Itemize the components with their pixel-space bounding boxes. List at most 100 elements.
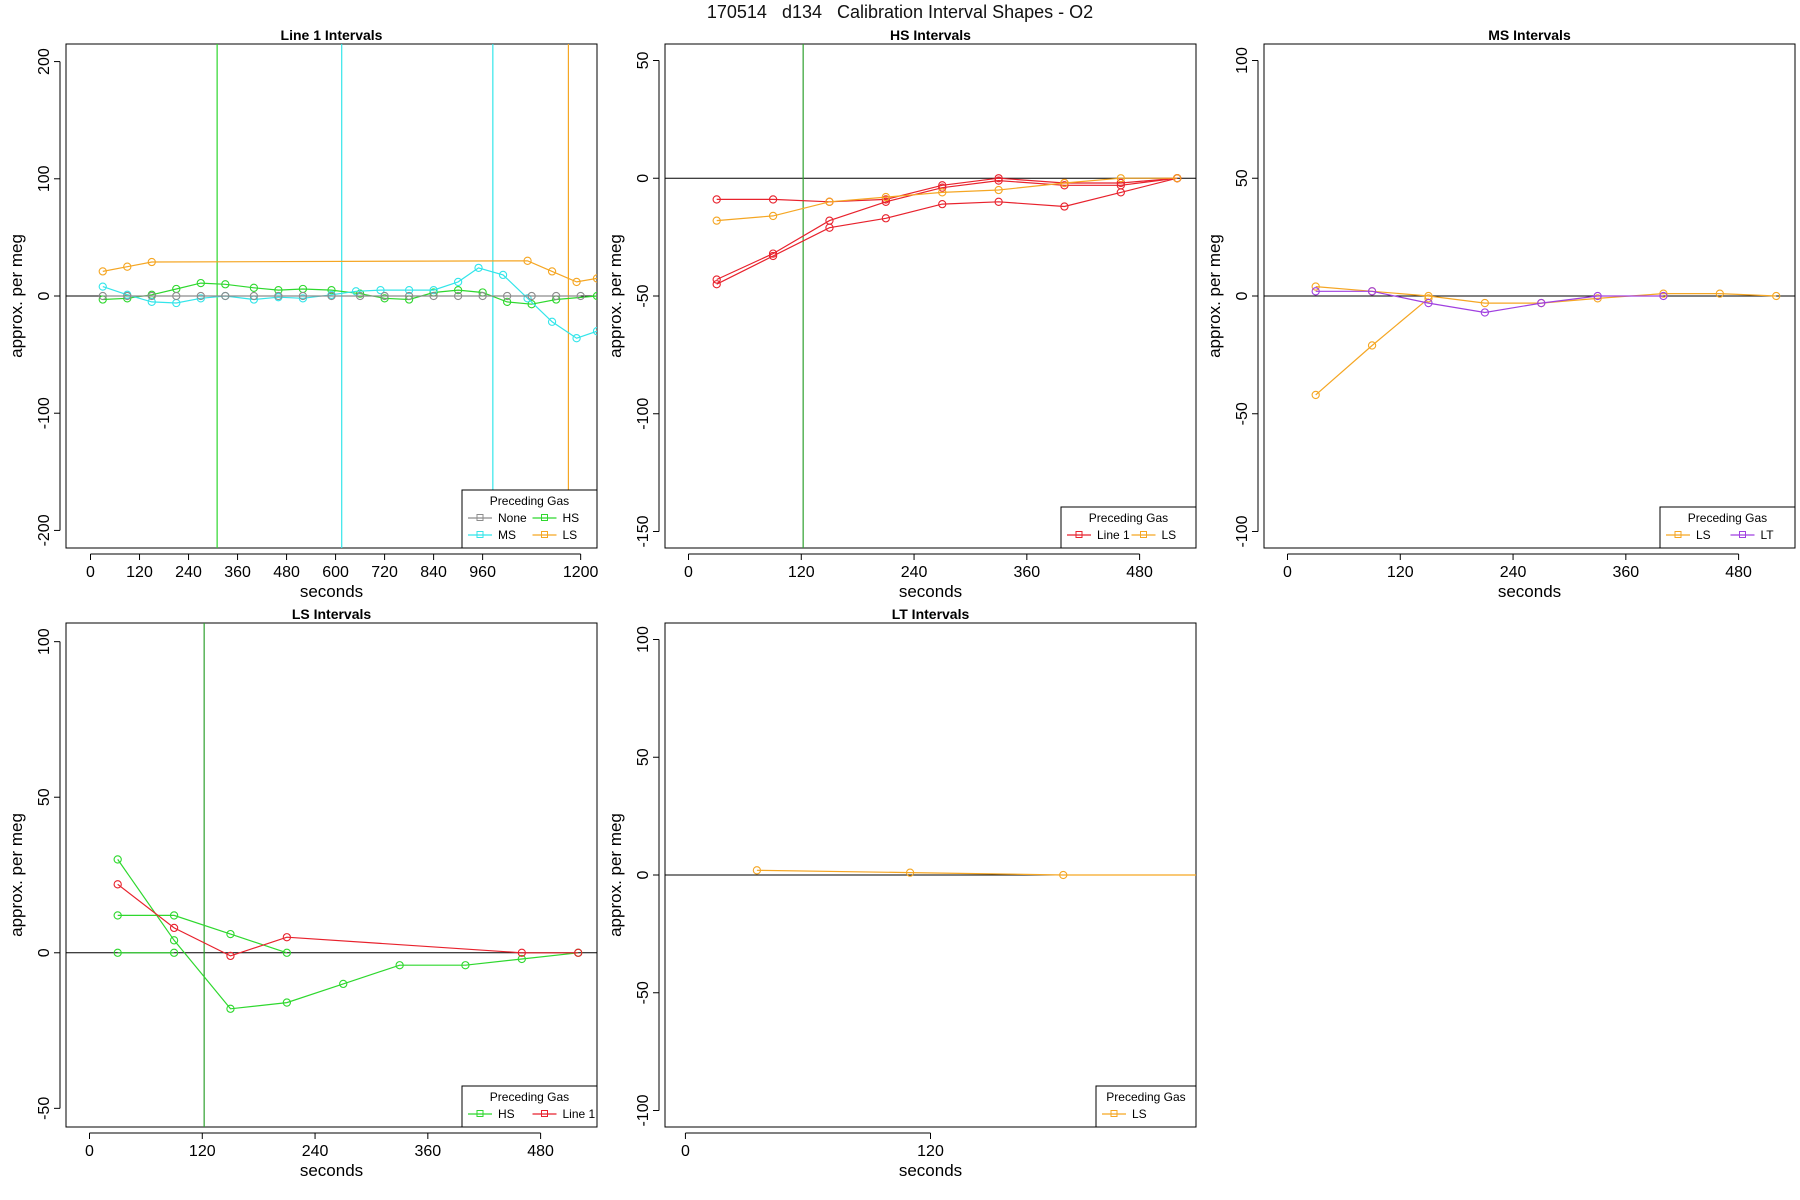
x-axis-label: seconds bbox=[899, 1161, 962, 1180]
data-point bbox=[1060, 202, 1069, 211]
y-tick-label: 0 bbox=[36, 948, 53, 957]
data-point bbox=[339, 979, 348, 989]
data-point bbox=[592, 274, 597, 283]
data-point bbox=[712, 195, 721, 204]
y-tick-label: -100 bbox=[635, 1094, 652, 1126]
data-point bbox=[429, 285, 438, 295]
y-tick-label: -50 bbox=[635, 284, 652, 307]
series-line bbox=[102, 282, 597, 305]
data-point bbox=[523, 256, 532, 265]
series-line bbox=[102, 260, 597, 283]
legend-swatch-marker bbox=[1739, 531, 1746, 538]
y-tick-label: 50 bbox=[635, 748, 652, 766]
x-tick-label: 600 bbox=[322, 564, 349, 581]
y-tick-label: 200 bbox=[36, 48, 53, 75]
x-tick-label: 360 bbox=[224, 564, 251, 581]
legend-swatch-marker bbox=[1140, 531, 1147, 538]
data-point bbox=[752, 866, 762, 875]
x-tick-label: 120 bbox=[1387, 564, 1414, 581]
y-tick-label: 100 bbox=[635, 626, 652, 653]
legend-title: Preceding Gas bbox=[1106, 1090, 1185, 1104]
data-point bbox=[1424, 298, 1433, 308]
data-point bbox=[1209, 871, 1216, 878]
data-point bbox=[547, 317, 557, 326]
legend-swatch-marker bbox=[541, 531, 548, 538]
series-line bbox=[756, 869, 1196, 876]
plot-area bbox=[1264, 282, 1795, 400]
x-tick-label: 840 bbox=[420, 564, 447, 581]
legend-entry: None bbox=[498, 511, 527, 525]
data-point bbox=[298, 291, 308, 301]
data-point bbox=[404, 291, 414, 301]
data-point bbox=[226, 929, 235, 939]
data-point bbox=[572, 334, 581, 343]
data-point bbox=[527, 291, 536, 301]
data-point bbox=[113, 855, 122, 864]
y-tick-label: 100 bbox=[36, 165, 53, 192]
panel-title: MS Intervals bbox=[1488, 27, 1571, 43]
legend-entry: MS bbox=[498, 528, 516, 542]
data-point bbox=[1659, 291, 1668, 301]
legend-entry: HS bbox=[563, 511, 580, 525]
y-tick-label: -100 bbox=[1234, 515, 1251, 547]
data-point bbox=[98, 267, 107, 276]
legend-box bbox=[461, 489, 598, 549]
y-tick-label: -50 bbox=[36, 1097, 53, 1120]
data-point bbox=[478, 291, 487, 301]
plot-frame bbox=[65, 622, 598, 1128]
x-axis-label: seconds bbox=[300, 1161, 363, 1180]
data-point bbox=[1311, 390, 1320, 400]
legend-title: Preceding Gas bbox=[490, 494, 569, 508]
data-point bbox=[1060, 181, 1069, 190]
data-point bbox=[1311, 282, 1320, 291]
data-point bbox=[552, 291, 561, 301]
x-tick-label: 480 bbox=[273, 564, 300, 581]
data-point bbox=[274, 291, 283, 301]
data-point bbox=[327, 285, 336, 295]
legend-title: Preceding Gas bbox=[490, 1090, 569, 1104]
y-tick-label: 100 bbox=[1234, 47, 1251, 74]
data-point bbox=[429, 291, 438, 301]
y-tick-label: -100 bbox=[36, 397, 53, 429]
legend-entry: LT bbox=[1761, 528, 1775, 542]
data-point bbox=[453, 285, 463, 295]
y-tick-label: 0 bbox=[36, 291, 53, 300]
x-tick-label: 0 bbox=[1283, 564, 1292, 581]
data-point bbox=[576, 291, 585, 301]
data-point bbox=[1537, 298, 1546, 308]
data-point bbox=[147, 291, 156, 301]
legend: Preceding Gas None HS MS LS bbox=[461, 489, 598, 549]
data-point bbox=[1480, 308, 1490, 317]
data-point bbox=[282, 998, 292, 1007]
data-point bbox=[881, 195, 891, 204]
data-point bbox=[376, 285, 385, 295]
x-axis-label: seconds bbox=[300, 582, 363, 601]
data-point bbox=[351, 287, 361, 296]
legend-entry: LS bbox=[1696, 528, 1711, 542]
data-point bbox=[98, 295, 107, 304]
legend-entry: HS bbox=[498, 1107, 515, 1121]
data-point bbox=[380, 294, 389, 303]
y-axis-label: approx. per meg bbox=[7, 234, 26, 358]
y-tick-label: -50 bbox=[1234, 402, 1251, 425]
y-tick-label: 50 bbox=[36, 788, 53, 806]
data-point bbox=[502, 291, 512, 301]
series-line bbox=[1315, 297, 1429, 396]
plot-area bbox=[665, 44, 1196, 548]
data-point bbox=[881, 197, 891, 206]
panel-1: Line 1 Intervals 0 120 240 360 480 600 720 840 96… bbox=[7, 27, 599, 601]
y-tick-label: -200 bbox=[36, 514, 53, 546]
series-line bbox=[117, 859, 579, 1010]
figure-title: 170514 d134 Calibration Interval Shapes … bbox=[706, 2, 1094, 22]
legend-swatch-marker bbox=[1674, 531, 1682, 538]
x-tick-label: 360 bbox=[1013, 564, 1040, 581]
data-point bbox=[938, 199, 947, 209]
legend: Preceding Gas HS Line 1 bbox=[461, 1085, 598, 1128]
data-point bbox=[994, 185, 1003, 195]
data-point bbox=[712, 216, 721, 225]
data-point bbox=[1480, 298, 1490, 308]
legend: Preceding Gas Line 1 LS bbox=[1060, 506, 1197, 549]
legend: Preceding Gas LS LT bbox=[1659, 506, 1796, 549]
data-point bbox=[1367, 287, 1377, 296]
data-point bbox=[249, 291, 259, 301]
